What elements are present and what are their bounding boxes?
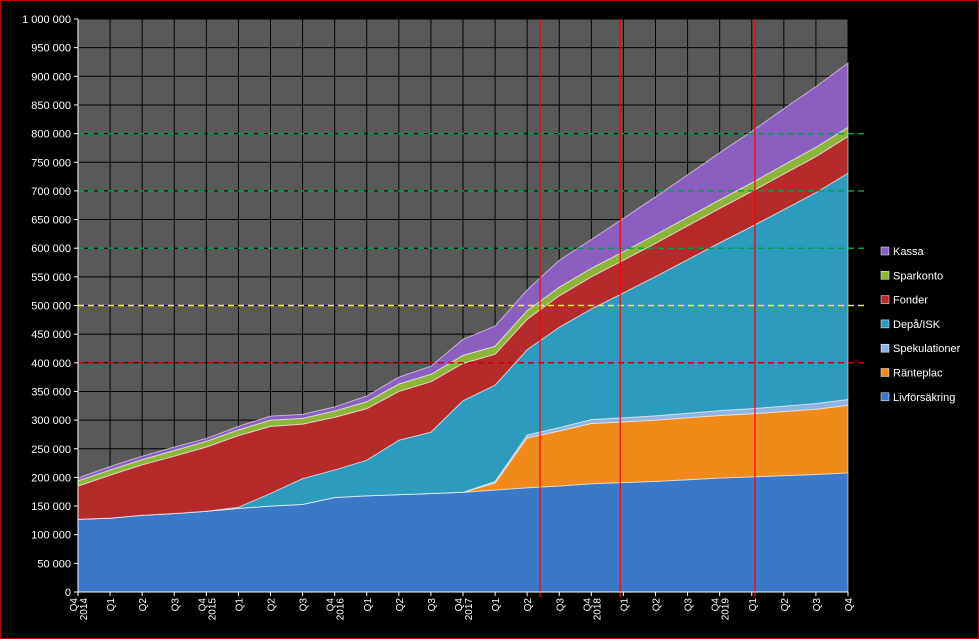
y-axis: 0 50 000 100 000 150 000 200 000 250 000 300 0… <box>22 14 79 599</box>
y-tick-label: 150 000 <box>31 501 71 513</box>
y-tick-label: 900 000 <box>31 71 71 83</box>
x-tick-label: Q3 <box>555 598 566 612</box>
x-tick-label: Q1 <box>106 598 117 612</box>
x-tick-label-line: 2015 <box>207 598 218 621</box>
x-tick-label-line: 2019 <box>721 598 732 621</box>
x-axis: Q4 2014 Q1 Q2 Q3 Q4 2015 Q1 Q2 Q3 Q4 2016 Q1 Q2 Q3 Q4 20… <box>69 591 855 621</box>
x-tick-label-line: 2014 <box>79 598 90 621</box>
legend: Kassa Sparkonto Fonder Depå/ISK Spekulatione… <box>880 246 961 404</box>
area-kassa <box>77 62 849 482</box>
y-tick-label: 600 000 <box>31 243 71 255</box>
y-tick-label: 500 000 <box>31 301 71 313</box>
x-tick-label: Q4 2014 <box>69 598 90 621</box>
legend-label-kassa: Kassa <box>893 246 924 258</box>
y-tick-label: 450 000 <box>31 329 71 341</box>
x-tick-label-line: Q2 <box>780 598 791 612</box>
legend-label-dep-isk: Depå/ISK <box>893 319 941 331</box>
y-tick-label: 250 000 <box>31 444 71 456</box>
x-tick-label: Q2 <box>138 598 149 612</box>
reference-lines <box>78 19 866 597</box>
y-tick-label: 550 000 <box>31 272 71 284</box>
series-areas <box>77 62 849 593</box>
x-tick-label-line: 2018 <box>592 598 603 621</box>
x-tick-label-line: Q2 <box>523 598 534 612</box>
x-tick-label-line: Q4 <box>69 598 80 612</box>
x-tick-label: Q2 <box>780 598 791 612</box>
x-tick-label-line: Q4 <box>197 598 208 612</box>
x-tick-label: Q2 <box>267 598 278 612</box>
y-tick-label: 0 <box>65 587 71 599</box>
legend-swatch-kassa <box>880 246 890 256</box>
x-tick-label: Q3 <box>427 598 438 612</box>
x-tick-label: Q4 2018 <box>582 598 603 621</box>
y-tick-label: 800 000 <box>31 129 71 141</box>
x-tick-label: Q3 <box>299 598 310 612</box>
x-tick-label-line: Q1 <box>619 598 630 612</box>
x-tick-label-line: Q1 <box>106 598 117 612</box>
y-tick-label: 1 000 000 <box>22 14 71 26</box>
x-tick-label-line: 2016 <box>336 598 347 621</box>
legend-label-livf-rs-kring: Livförsäkring <box>893 392 955 404</box>
legend-swatch-sparkonto <box>880 271 890 280</box>
y-tick-label: 650 000 <box>31 215 71 227</box>
y-tick-label: 300 000 <box>31 415 71 427</box>
legend-label-r-nteplac: Ränteplac <box>893 368 943 380</box>
x-tick-label-line: Q3 <box>812 598 823 612</box>
x-tick-label: Q2 <box>395 598 406 612</box>
legend-swatch-fonder <box>880 295 890 304</box>
x-tick-label: Q1 <box>619 598 630 612</box>
legend-swatch-spekulationer <box>880 343 890 353</box>
y-tick-label: 100 000 <box>31 530 71 542</box>
legend-label-sparkonto: Sparkonto <box>893 270 943 282</box>
y-tick-label: 50 000 <box>37 558 71 570</box>
x-tick-label: Q3 <box>170 598 181 612</box>
x-tick-label: Q4 2017 <box>454 598 475 621</box>
x-tick-label-line: 2017 <box>464 598 475 621</box>
x-tick-label-line: Q3 <box>555 598 566 612</box>
x-tick-label-line: Q4 <box>844 598 855 612</box>
x-tick-label-line: Q3 <box>427 598 438 612</box>
x-tick-label: Q1 <box>363 598 374 612</box>
x-tick-label: Q1 <box>491 598 502 612</box>
x-tick-label-line: Q3 <box>299 598 310 612</box>
y-tick-label: 950 000 <box>31 43 71 55</box>
x-tick-label: Q4 <box>844 598 855 612</box>
x-tick-label: Q4 2016 <box>326 598 347 621</box>
y-tick-label: 850 000 <box>31 100 71 112</box>
x-tick-label: Q4 2015 <box>197 598 218 621</box>
x-tick-label-line: Q3 <box>684 598 695 612</box>
legend-swatch-r-nteplac <box>880 368 890 377</box>
x-tick-label-line: Q3 <box>170 598 181 612</box>
x-tick-label-line: Q2 <box>395 598 406 612</box>
legend-label-fonder: Fonder <box>893 295 928 307</box>
x-tick-label-line: Q1 <box>363 598 374 612</box>
y-tick-label: 750 000 <box>31 157 71 169</box>
x-tick-label-line: Q2 <box>138 598 149 612</box>
x-tick-label-line: Q4 <box>711 598 722 612</box>
y-tick-label: 200 000 <box>31 472 71 484</box>
x-tick-label: Q1 <box>234 598 245 612</box>
legend-swatch-livf-rs-kring <box>880 392 890 402</box>
x-tick-label: Q1 <box>748 598 759 612</box>
x-tick-label-line: Q2 <box>267 598 278 612</box>
x-tick-label: Q4 2019 <box>711 598 732 621</box>
x-tick-label-line: Q4 <box>454 598 465 612</box>
y-tick-label: 400 000 <box>31 358 71 370</box>
x-tick-label-line: Q1 <box>748 598 759 612</box>
x-tick-label-line: Q4 <box>582 598 593 612</box>
x-tick-label: Q2 <box>523 598 534 612</box>
x-tick-label: Q3 <box>812 598 823 612</box>
legend-swatch-dep-isk <box>880 319 890 329</box>
legend-label-spekulationer: Spekulationer <box>893 343 961 355</box>
x-tick-label-line: Q2 <box>652 598 663 612</box>
y-tick-label: 700 000 <box>31 186 71 198</box>
x-tick-label-line: Q4 <box>326 598 337 612</box>
x-tick-label: Q2 <box>652 598 663 612</box>
x-tick-label-line: Q1 <box>491 598 502 612</box>
x-tick-label: Q3 <box>684 598 695 612</box>
y-tick-label: 350 000 <box>31 386 71 398</box>
x-tick-label-line: Q1 <box>234 598 245 612</box>
